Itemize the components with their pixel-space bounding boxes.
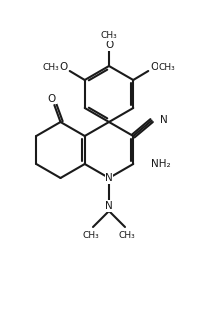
Text: CH₃: CH₃ <box>159 63 176 71</box>
Text: O: O <box>60 62 68 72</box>
Text: N: N <box>105 201 113 211</box>
Text: CH₃: CH₃ <box>101 32 117 40</box>
Text: NH₂: NH₂ <box>151 159 171 169</box>
Text: N: N <box>160 114 167 125</box>
Text: N: N <box>105 173 113 183</box>
Text: CH₃: CH₃ <box>119 230 135 240</box>
Text: O: O <box>48 94 56 104</box>
Text: CH₃: CH₃ <box>83 230 99 240</box>
Text: O: O <box>150 62 158 72</box>
Text: O: O <box>105 40 113 50</box>
Text: CH₃: CH₃ <box>42 63 59 71</box>
